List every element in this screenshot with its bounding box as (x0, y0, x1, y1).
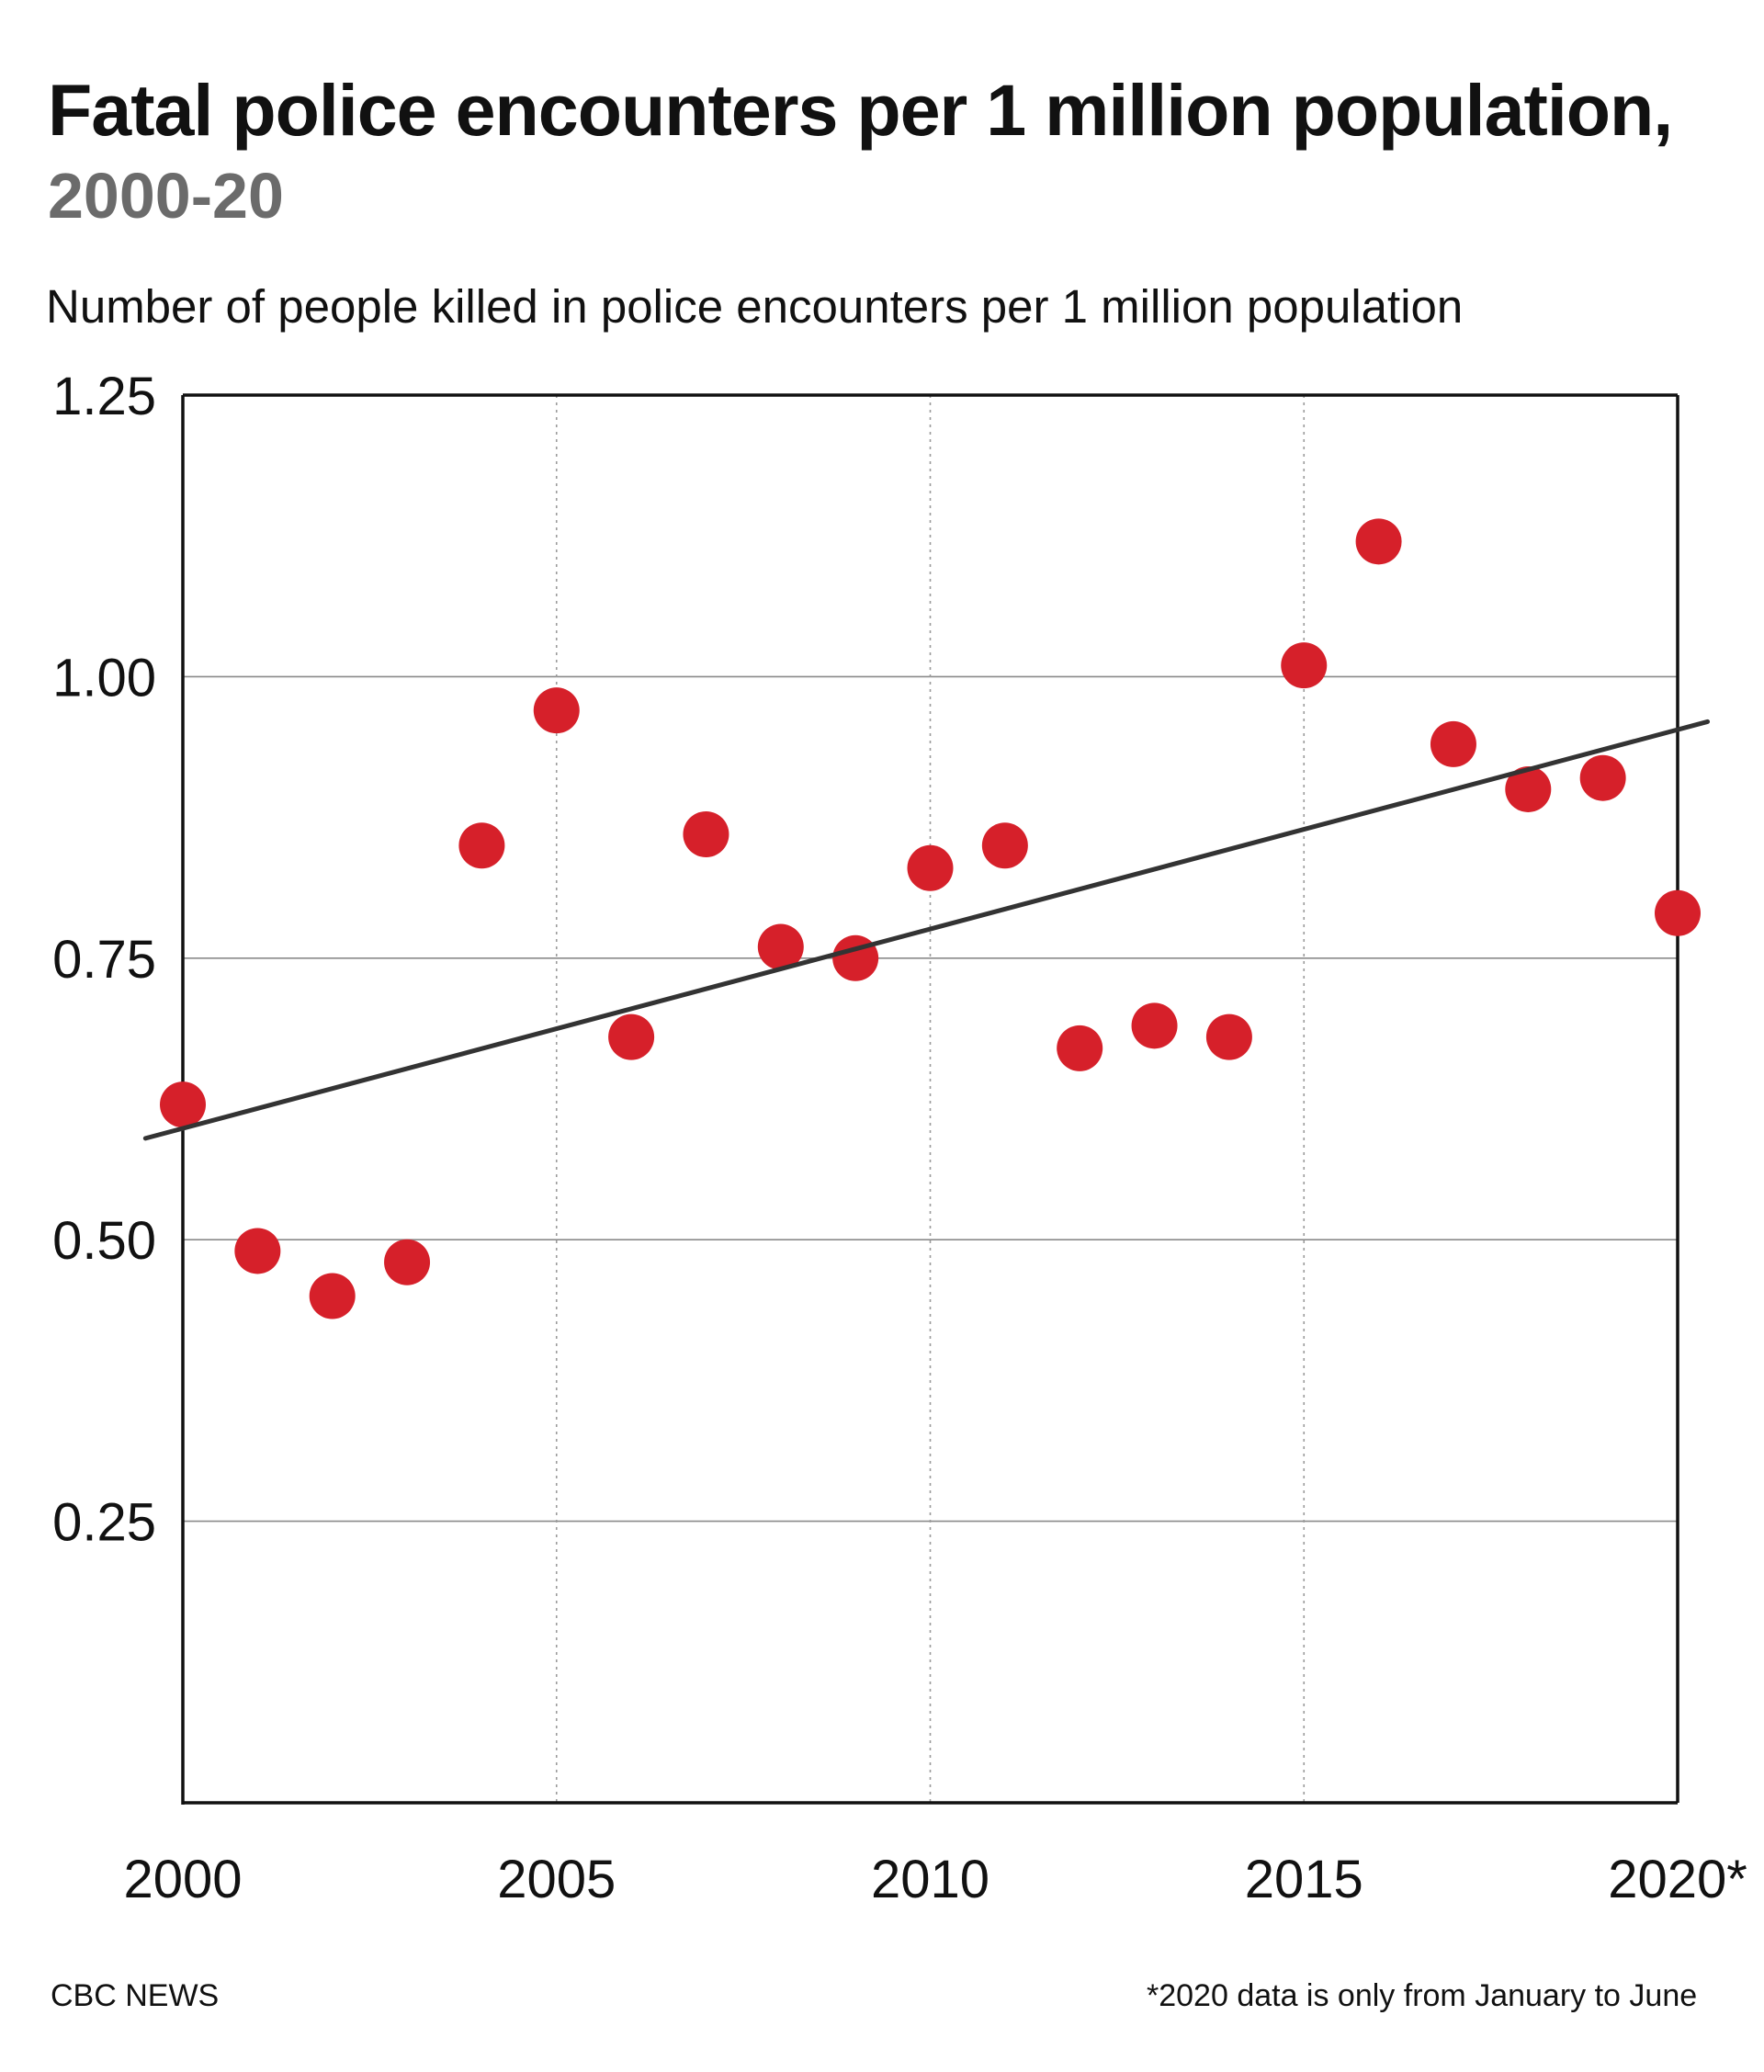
x-tick-label: 2020* (1608, 1850, 1747, 1909)
chart-subtitle: 2000-20 (48, 160, 284, 232)
data-point (458, 822, 505, 869)
data-point (309, 1273, 356, 1319)
x-tick-label: 2015 (1245, 1850, 1363, 1909)
data-point (160, 1081, 206, 1128)
data-point (1505, 765, 1552, 812)
data-point (1579, 754, 1626, 801)
y-axis-label: Number of people killed in police encoun… (46, 280, 1464, 333)
data-point (757, 923, 804, 970)
y-tick-label: 0.25 (52, 1493, 156, 1553)
x-tick-label: 2005 (497, 1850, 616, 1909)
x-tick-label: 2000 (123, 1850, 242, 1909)
source-credit: CBC NEWS (51, 1978, 220, 2013)
data-point (1281, 642, 1328, 689)
data-point (1655, 889, 1701, 936)
data-point (1430, 720, 1476, 767)
data-point (1131, 1002, 1178, 1049)
y-tick-label: 1.00 (52, 648, 156, 708)
data-point (1355, 518, 1402, 565)
data-point (384, 1239, 431, 1285)
footnote: *2020 data is only from January to June (1147, 1978, 1698, 2013)
data-point (1057, 1025, 1103, 1071)
data-point (234, 1228, 281, 1274)
y-tick-label: 1.25 (52, 367, 156, 426)
trend-line (142, 719, 1711, 1141)
y-tick-label: 0.50 (52, 1211, 156, 1271)
chart-title: Fatal police encounters per 1 million po… (48, 69, 1673, 151)
data-point (1205, 1013, 1252, 1060)
data-point (608, 1013, 655, 1060)
x-tick-label: 2010 (871, 1850, 989, 1909)
data-point (907, 844, 954, 891)
data-point (981, 822, 1028, 869)
data-point (832, 934, 879, 981)
y-tick-label: 0.75 (52, 930, 156, 990)
data-point (533, 687, 580, 734)
data-point (683, 810, 729, 857)
